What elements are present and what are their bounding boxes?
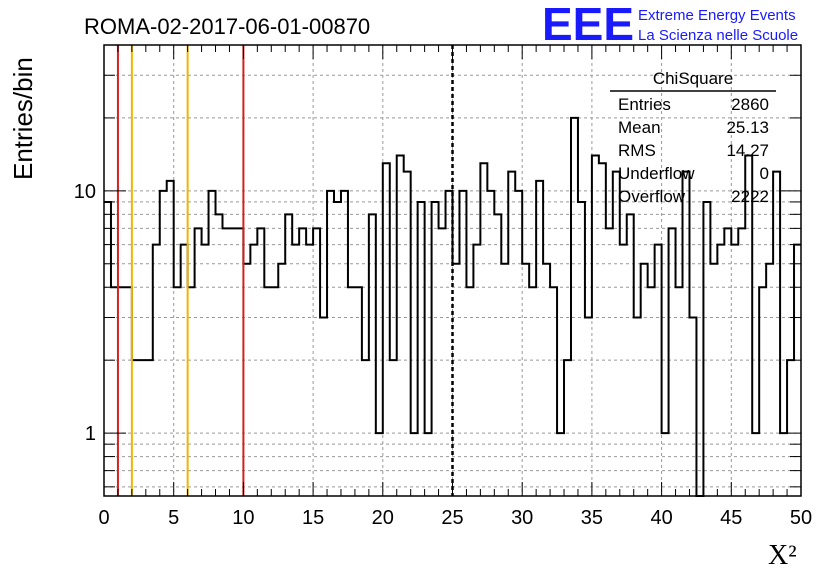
axis-ticks xyxy=(103,45,802,496)
stats-row-label: Entries xyxy=(618,95,671,114)
logo-line-1: Extreme Energy Events xyxy=(638,7,796,24)
stats-row-label: Underflow xyxy=(618,164,695,183)
x-tick-label: 20 xyxy=(372,507,394,529)
stats-row-label: Mean xyxy=(618,118,661,137)
stats-row-value: 14.27 xyxy=(726,141,769,160)
y-tick-label: 1 xyxy=(85,423,96,445)
x-tick-labels: 0 5 10 15 20 25 30 35 40 45 50 xyxy=(98,507,812,529)
stats-row-value: 25.13 xyxy=(726,118,769,137)
histogram-series xyxy=(104,116,801,497)
stats-row-value: 2860 xyxy=(731,95,769,114)
histogram-step-line xyxy=(104,116,801,497)
stats-row-value: 0 xyxy=(760,164,769,183)
x-tick-label: 10 xyxy=(232,507,254,529)
eee-logo: EEE Extreme Energy Events La Scienza nel… xyxy=(542,0,798,50)
chart-title: ROMA-02-2017-06-01-00870 xyxy=(84,14,370,39)
x-tick-label: 50 xyxy=(790,507,812,529)
x-tick-label: 25 xyxy=(441,507,463,529)
threshold-lines xyxy=(116,45,454,496)
y-tick-labels: 1 10 xyxy=(74,181,96,445)
stats-name: ChiSquare xyxy=(653,69,733,88)
y-axis-label: Entries/bin xyxy=(8,57,38,180)
logo-line-2: La Scienza nelle Scuole xyxy=(638,27,798,44)
x-axis-label: X² xyxy=(768,540,797,571)
x-tick-label: 30 xyxy=(511,507,533,529)
x-tick-label: 40 xyxy=(650,507,672,529)
stats-row-label: Overflow xyxy=(618,187,686,206)
y-tick-label: 10 xyxy=(74,181,96,203)
x-tick-label: 45 xyxy=(720,507,742,529)
stats-row-value: 2222 xyxy=(731,187,769,206)
x-tick-label: 0 xyxy=(98,507,109,529)
stats-row-label: RMS xyxy=(618,141,656,160)
x-tick-label: 35 xyxy=(581,507,603,529)
logo-mark: EEE xyxy=(542,0,634,50)
x-tick-label: 5 xyxy=(168,507,179,529)
x-tick-label: 15 xyxy=(302,507,324,529)
stats-box: ChiSquare Entries 2860 Mean 25.13 RMS 14.27 Un… xyxy=(610,69,776,206)
